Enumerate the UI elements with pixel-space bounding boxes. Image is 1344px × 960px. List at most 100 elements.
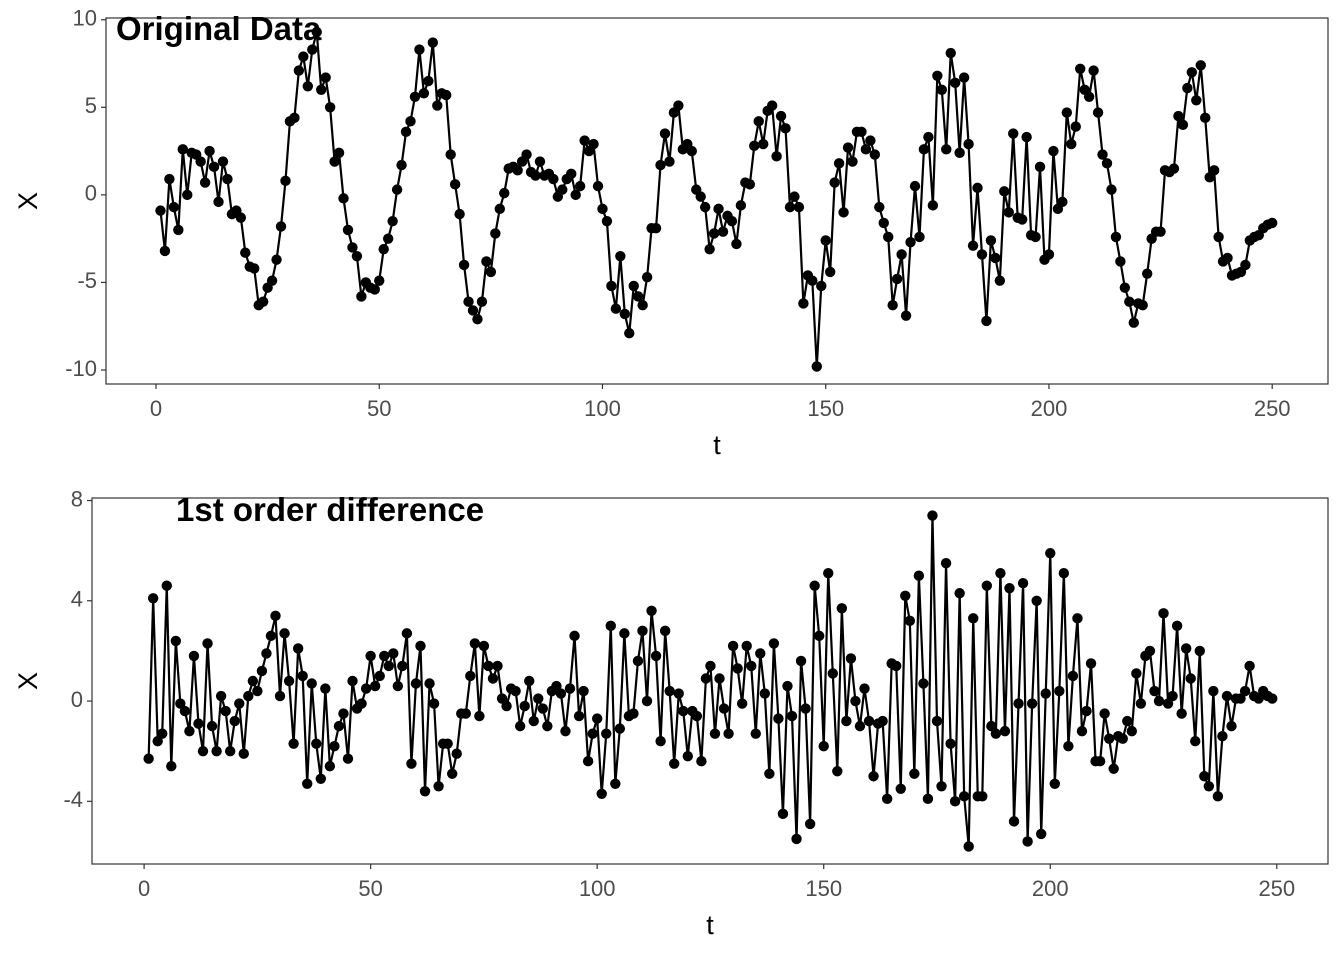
point [610, 778, 621, 789]
point [686, 145, 697, 157]
point [816, 280, 827, 292]
point [918, 144, 930, 155]
point [374, 670, 385, 682]
point [786, 710, 798, 722]
point [727, 640, 739, 652]
point [673, 100, 684, 111]
point [723, 728, 734, 739]
point [492, 660, 503, 672]
point [400, 126, 412, 138]
point [383, 660, 394, 672]
point [838, 207, 849, 218]
point [238, 748, 249, 759]
point [887, 299, 898, 311]
x-tick-label: 200 [1031, 396, 1068, 421]
point [419, 786, 431, 797]
point [1221, 690, 1233, 702]
point [432, 100, 443, 111]
point [990, 728, 1002, 739]
point [184, 725, 195, 737]
point [222, 173, 233, 185]
point [1003, 207, 1014, 218]
point [279, 628, 290, 639]
point [161, 580, 172, 591]
point [324, 102, 336, 113]
point [940, 557, 952, 569]
point [147, 593, 159, 604]
point [338, 193, 349, 204]
point [410, 678, 422, 689]
point [159, 245, 171, 257]
point [1045, 547, 1056, 559]
point [784, 201, 796, 213]
point [441, 89, 452, 101]
point [860, 144, 872, 155]
point [1057, 196, 1068, 208]
point [510, 685, 521, 697]
y-tick-label: 8 [71, 486, 83, 511]
point [392, 680, 404, 692]
point [465, 670, 476, 682]
point [329, 156, 340, 167]
point [718, 703, 730, 714]
y-tick-label: 4 [71, 587, 83, 612]
point [865, 135, 876, 146]
x-tick-label: 50 [358, 876, 382, 901]
point [833, 158, 845, 169]
point [382, 233, 394, 244]
point [396, 159, 407, 171]
point [1222, 252, 1233, 264]
point [832, 766, 843, 777]
point [1017, 578, 1029, 589]
point [641, 271, 653, 283]
point [458, 259, 470, 271]
point [854, 720, 866, 732]
point [1203, 781, 1215, 792]
point [999, 725, 1011, 737]
point [289, 112, 300, 124]
point [347, 675, 358, 687]
point [243, 690, 254, 702]
x-tick-label: 250 [1254, 396, 1291, 421]
point [433, 781, 444, 792]
point [1119, 282, 1131, 293]
point [257, 296, 269, 307]
point [847, 156, 858, 167]
point [333, 147, 345, 159]
point [795, 655, 807, 667]
point [1213, 231, 1224, 243]
point [1158, 608, 1169, 619]
point [566, 168, 577, 180]
x-tick-label: 250 [1258, 876, 1295, 901]
point [777, 808, 789, 820]
point [891, 273, 903, 285]
point [896, 249, 907, 260]
point [356, 698, 367, 709]
point [1101, 158, 1113, 169]
point [405, 116, 416, 127]
point [1137, 299, 1148, 311]
point [923, 131, 934, 143]
point [1235, 693, 1246, 704]
y-tick-label: 0 [85, 181, 97, 206]
point [789, 191, 800, 202]
point [208, 161, 220, 173]
point [249, 263, 260, 274]
point [240, 247, 251, 258]
point [1034, 161, 1046, 173]
point [519, 700, 530, 712]
point [949, 796, 961, 807]
point [1176, 708, 1187, 719]
point [469, 638, 481, 649]
point [859, 683, 870, 694]
point [514, 720, 526, 732]
point [1103, 733, 1115, 744]
point [206, 720, 218, 732]
point [981, 315, 992, 327]
point [1008, 816, 1020, 827]
point [881, 793, 893, 805]
point [1267, 693, 1278, 704]
point [1036, 828, 1047, 840]
point [986, 720, 997, 732]
